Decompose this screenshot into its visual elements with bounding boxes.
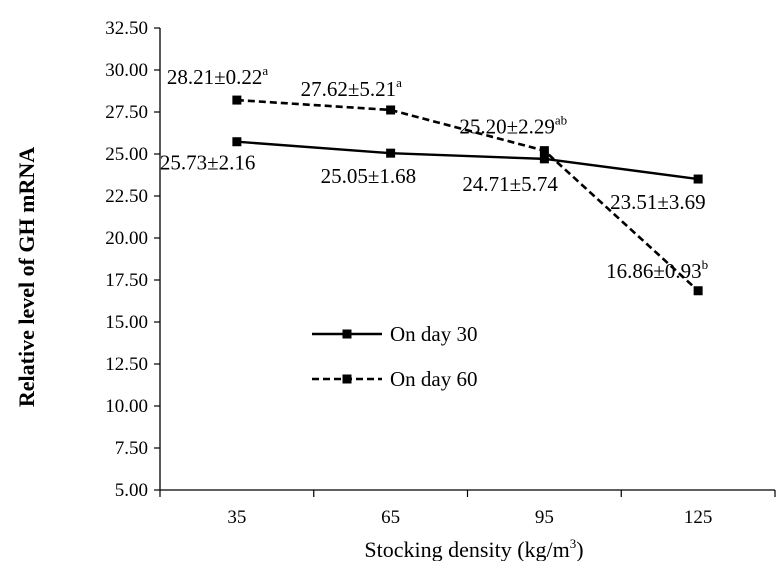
data-label-superscript: b bbox=[702, 257, 709, 272]
axes bbox=[154, 27, 776, 497]
x-axis-title: Stocking density (kg/m3) bbox=[364, 536, 583, 561]
x-tick-label: 35 bbox=[227, 507, 246, 528]
data-point-marker bbox=[539, 154, 549, 164]
y-tick-label: 10.00 bbox=[105, 396, 148, 417]
legend-label-2: On day 60 bbox=[390, 367, 478, 391]
data-labels: 25.73±2.16 25.05±1.68 24.71±5.74 23.51±3.69… bbox=[160, 63, 708, 283]
data-point-marker bbox=[386, 148, 396, 158]
y-tick-label: 12.50 bbox=[105, 354, 148, 375]
data-label-superscript: a bbox=[262, 63, 268, 78]
data-label-value: 23.51±3.69 bbox=[610, 190, 706, 214]
y-tick-label: 30.00 bbox=[105, 60, 148, 81]
data-point-marker bbox=[232, 137, 242, 147]
y-tick-label: 15.00 bbox=[105, 312, 148, 333]
data-label: 27.62±5.21a bbox=[301, 75, 403, 101]
y-tick-label: 7.50 bbox=[115, 438, 148, 459]
data-point-marker bbox=[693, 286, 703, 296]
data-point-marker bbox=[232, 95, 242, 105]
data-label-value: 25.73±2.16 bbox=[160, 151, 256, 175]
legend-marker bbox=[342, 329, 352, 339]
x-axis-title-end: ) bbox=[576, 537, 583, 561]
x-tick-label: 125 bbox=[684, 507, 713, 528]
data-label: 24.71±5.74 bbox=[462, 172, 558, 196]
x-tick-label: 95 bbox=[535, 507, 554, 528]
data-label-value: 25.05±1.68 bbox=[321, 164, 417, 188]
y-tick-label: 22.50 bbox=[105, 186, 148, 207]
data-label-value: 27.62±5.21 bbox=[301, 77, 397, 101]
y-tick-labels: 5.00 7.50 10.00 12.50 15.00 17.50 20.00 22.50 25… bbox=[105, 18, 148, 501]
y-tick-label: 17.50 bbox=[105, 270, 148, 291]
y-tick-label: 20.00 bbox=[105, 228, 148, 249]
series-line-1 bbox=[236, 140, 699, 181]
data-label-value: 24.71±5.74 bbox=[462, 172, 558, 196]
y-axis-title: Relative level of GH mRNA bbox=[14, 147, 39, 407]
data-label: 25.05±1.68 bbox=[321, 164, 417, 188]
data-label: 25.73±2.16 bbox=[160, 151, 256, 175]
data-label-superscript: ab bbox=[555, 113, 567, 128]
data-label: 23.51±3.69 bbox=[610, 190, 706, 214]
legend: On day 30 On day 60 bbox=[312, 322, 478, 391]
y-tick-label: 5.00 bbox=[115, 480, 148, 501]
y-tick-label: 27.50 bbox=[105, 102, 148, 123]
legend-label-1: On day 30 bbox=[390, 322, 478, 346]
series-lines bbox=[232, 95, 703, 296]
x-axis-title-sup: 3 bbox=[570, 536, 577, 551]
data-label-value: 16.86±0.93 bbox=[606, 259, 702, 283]
x-tick-label: 65 bbox=[381, 507, 400, 528]
data-label: 16.86±0.93b bbox=[606, 257, 708, 283]
x-axis-title-main: Stocking density (kg/m bbox=[364, 537, 569, 561]
series-line-2 bbox=[236, 98, 700, 292]
data-label: 28.21±0.22a bbox=[167, 63, 269, 89]
data-label: 25.20±2.29ab bbox=[459, 113, 567, 139]
y-tick-label: 25.00 bbox=[105, 144, 148, 165]
data-label-value: 25.20±2.29 bbox=[459, 115, 555, 139]
legend-marker bbox=[342, 374, 352, 384]
x-tick-labels: 35 65 95 125 bbox=[227, 507, 712, 528]
data-label-superscript: a bbox=[396, 75, 402, 90]
data-point-marker bbox=[539, 146, 549, 156]
data-point-marker bbox=[386, 105, 396, 115]
y-tick-label: 32.50 bbox=[105, 18, 148, 39]
data-label-value: 28.21±0.22 bbox=[167, 65, 263, 89]
data-point-marker bbox=[693, 174, 703, 184]
